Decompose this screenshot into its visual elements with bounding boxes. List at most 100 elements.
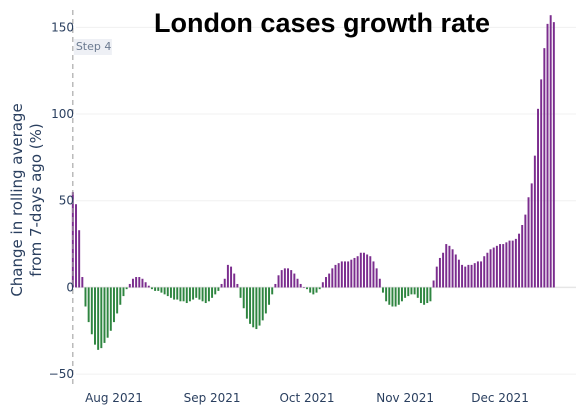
bar: [340, 261, 343, 288]
y-tick-label: 150: [51, 20, 74, 34]
bar: [166, 287, 169, 297]
bar: [94, 287, 96, 345]
y-axis-label-line-1: Change in rolling average: [8, 103, 26, 296]
bar: [100, 287, 103, 349]
bar: [454, 254, 457, 288]
bar: [518, 233, 521, 288]
bar: [116, 287, 119, 314]
bar: [188, 287, 191, 302]
bar: [423, 287, 426, 305]
bar: [366, 254, 369, 288]
bar: [543, 48, 546, 288]
gridlines: [76, 26, 576, 375]
bar: [426, 287, 429, 304]
bar: [410, 287, 413, 295]
bar: [325, 277, 327, 288]
bar: [537, 108, 539, 288]
bar: [173, 287, 176, 300]
bar: [331, 268, 334, 288]
bar: [280, 270, 283, 288]
x-axis-ticks: Aug 2021 Sep 2021 Oct 2021 Nov 2021 Dec 2021: [85, 391, 529, 405]
bar: [312, 287, 315, 295]
y-tick-label: 0: [66, 280, 74, 294]
bar: [242, 287, 245, 309]
bar: [337, 263, 340, 288]
bar: [315, 287, 318, 293]
bar: [470, 264, 473, 288]
bar: [483, 256, 486, 288]
bar: [306, 287, 308, 290]
bar: [344, 261, 346, 288]
bar: [413, 287, 416, 295]
bar: [461, 264, 464, 288]
y-axis-ticks: −50 0 50 100 150: [49, 20, 74, 381]
bar: [106, 287, 109, 338]
bar: [464, 266, 467, 288]
bar: [245, 287, 248, 319]
bar: [122, 287, 125, 297]
bar: [407, 287, 410, 297]
bar: [233, 273, 236, 288]
bar: [131, 278, 134, 288]
bar: [119, 287, 122, 305]
bar: [391, 287, 394, 307]
bar: [321, 282, 324, 288]
bar: [492, 247, 495, 288]
bar: [432, 280, 435, 288]
bar: [290, 270, 293, 288]
bar: [201, 287, 204, 302]
bar: [258, 287, 261, 326]
bar: [514, 238, 517, 288]
bar: [287, 268, 289, 288]
bar: [359, 252, 362, 288]
bar: [530, 183, 533, 288]
bar: [350, 259, 353, 288]
bar: [502, 244, 505, 288]
bar: [109, 287, 112, 331]
bar: [169, 287, 172, 298]
bar: [125, 287, 128, 290]
bar: [397, 287, 400, 305]
bar: [540, 79, 543, 288]
bar: [144, 282, 147, 288]
bar: [252, 287, 255, 328]
bar: [154, 287, 157, 291]
bar: [84, 287, 87, 307]
bar: [230, 266, 233, 288]
bar: [261, 287, 264, 321]
bar: [239, 287, 242, 298]
bar: [400, 287, 403, 302]
step-4-label-bg: [73, 39, 112, 55]
bar: [381, 287, 384, 293]
x-tick-label: Dec 2021: [471, 391, 529, 405]
bar: [362, 252, 365, 288]
bar: [309, 287, 312, 293]
bar: [299, 283, 302, 288]
bar: [255, 287, 258, 330]
bar: [347, 261, 350, 288]
bar: [185, 287, 188, 304]
bar: [486, 252, 489, 288]
bar: [268, 287, 271, 305]
bar: [198, 287, 201, 300]
bar: [75, 204, 77, 288]
bar: [489, 249, 492, 288]
bar: [375, 268, 378, 288]
bar: [495, 245, 498, 288]
x-tick-label: Oct 2021: [279, 391, 334, 405]
bar: [467, 264, 470, 288]
bar: [204, 287, 207, 304]
bar: [552, 22, 555, 288]
bar: [296, 278, 299, 288]
bar: [87, 287, 90, 323]
bar: [176, 287, 179, 300]
bar: [419, 287, 422, 304]
bar: [394, 287, 397, 307]
bar: [385, 287, 388, 302]
bar: [416, 287, 419, 298]
bar: [476, 261, 479, 288]
bar: [511, 240, 514, 288]
bar: [81, 277, 84, 288]
